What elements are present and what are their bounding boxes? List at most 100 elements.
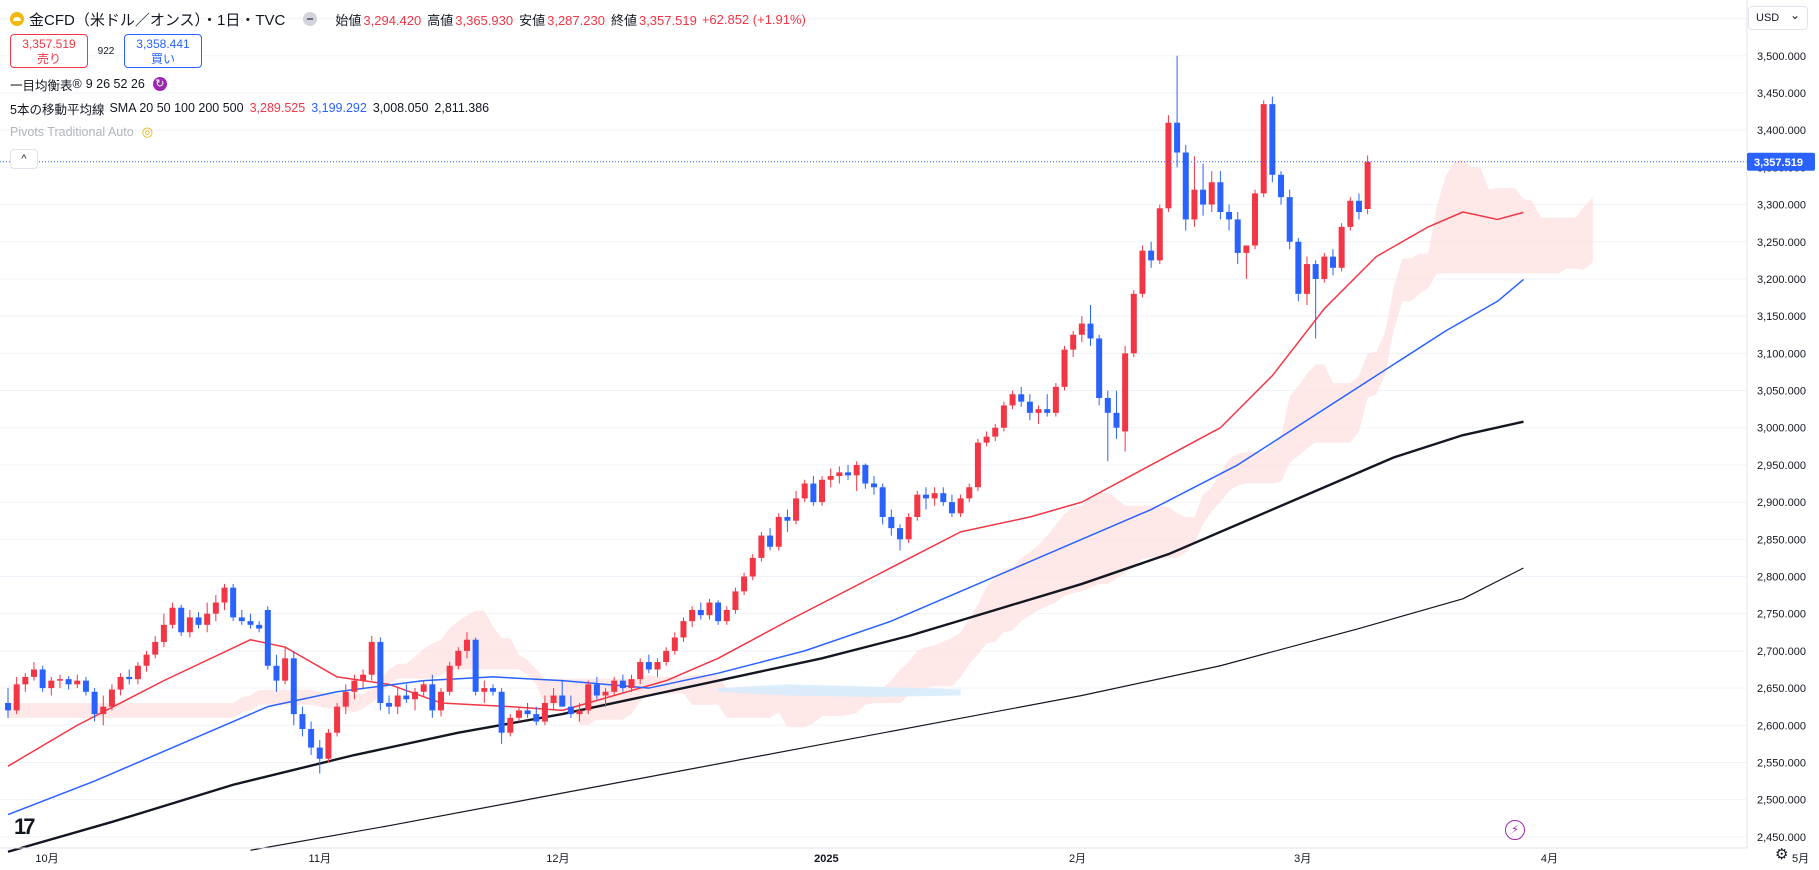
candle-body [1338, 226, 1345, 268]
candle-body [108, 689, 115, 707]
candle-body [524, 710, 531, 715]
candle-body [446, 665, 453, 692]
candle-body [91, 691, 98, 715]
candle-body [238, 617, 245, 622]
candle-body [732, 591, 739, 610]
candle-body [5, 702, 11, 711]
candle-body [974, 442, 981, 488]
candlesticks [5, 55, 1371, 774]
ichimoku-cloud-bearish [718, 684, 961, 697]
currency-selector[interactable]: USD [1748, 4, 1808, 30]
candle-body [827, 476, 834, 480]
price-tick-label: 2,900.000 [1757, 497, 1806, 509]
ichimoku-cloud [8, 159, 1593, 728]
candle-body [637, 662, 644, 680]
last-price-tag-bg [1747, 152, 1815, 171]
candle-body [1104, 397, 1111, 413]
candle-body [498, 691, 505, 733]
candle-body [438, 691, 444, 711]
ma-indicator-row[interactable]: 5本の移動平均線 SMA 20 50 100 200 500 3,289.525… [10, 96, 806, 120]
candle-body [940, 493, 947, 503]
price-tick-label: 3,300.000 [1757, 200, 1806, 212]
candle-body [1000, 405, 1007, 428]
price-tick-label: 3,100.000 [1757, 348, 1806, 360]
candle-body [152, 641, 159, 655]
candle-body [1329, 256, 1336, 268]
candle-body [619, 680, 626, 689]
buy-label: 買い [150, 52, 175, 66]
candle-body [1217, 182, 1224, 212]
candle-body [810, 483, 817, 503]
candle-body [429, 684, 436, 711]
candle-body [212, 602, 219, 614]
candle-body [741, 576, 748, 592]
candle-body [412, 691, 419, 700]
candle-body [463, 639, 470, 651]
candle-body [896, 528, 903, 540]
candle-body [593, 684, 600, 696]
candle-body [403, 695, 410, 700]
last-price-tag-label: 3,357.519 [1754, 157, 1803, 169]
symbol-title[interactable]: 金CFD（米ドル／オンス）・1日・TVC [29, 11, 286, 29]
candle-body [1026, 401, 1033, 413]
ichimoku-params: 9 26 52 26 [85, 77, 145, 91]
time-tick-label: 2025 [814, 853, 838, 865]
price-tick-label: 2,650.000 [1757, 683, 1806, 695]
candle-body [541, 702, 548, 722]
candle-body [576, 710, 583, 715]
chart-legend: 金CFD（米ドル／オンス）・1日・TVC 始値 3,294.420 高値 3,365… [10, 8, 806, 144]
time-tick-label: 3月 [1294, 853, 1311, 865]
candle-body [1035, 409, 1042, 413]
candle-body [1009, 394, 1016, 406]
sell-button[interactable]: 3,357.519 売り [10, 34, 88, 68]
candle-body [533, 714, 540, 722]
candle-body [793, 498, 800, 521]
candle-body [654, 662, 661, 670]
ohlc-close: 終値 3,357.519 [610, 12, 697, 28]
pivots-indicator-row[interactable]: Pivots Traditional Auto ◎ [10, 120, 806, 144]
candle-body [758, 535, 765, 558]
candle-body [1312, 264, 1319, 279]
candle-body [100, 706, 107, 715]
candle-body [1243, 245, 1250, 253]
settings-gear-icon[interactable]: ⚙ [1775, 846, 1789, 863]
candle-body [602, 691, 609, 696]
ohlc-low: 安値 3,287.230 [519, 12, 605, 28]
candle-body [611, 680, 618, 692]
time-tick-label: 12月 [546, 853, 569, 865]
candle-body [671, 637, 678, 651]
candle-body [983, 436, 990, 443]
ohlc-open: 始値 3,294.420 [335, 12, 422, 28]
ichimoku-name: 一目均衡表 [10, 78, 73, 93]
sync-icon[interactable]: ↻ [152, 77, 167, 91]
candle-body [1148, 250, 1155, 261]
ichimoku-indicator-row[interactable]: 一目均衡表 ® 9 26 52 26 ↻ [10, 72, 806, 96]
price-tick-label: 3,150.000 [1757, 311, 1806, 323]
candle-body [1139, 250, 1146, 294]
price-tick-label: 2,750.000 [1757, 609, 1806, 621]
candle-body [264, 609, 271, 666]
more-options-icon[interactable] [303, 12, 318, 26]
candle-body [559, 695, 566, 707]
candle-body [775, 516, 782, 547]
tradingview-logo-icon[interactable]: 17 [14, 814, 36, 839]
candle-body [472, 639, 479, 692]
candle-body [481, 688, 488, 692]
lightning-icon[interactable]: ⚡ [1505, 820, 1525, 840]
candle-body [1113, 412, 1120, 428]
candle-body [1295, 241, 1302, 294]
candle-body [1061, 349, 1068, 387]
candle-body [1286, 197, 1293, 242]
candle-body [169, 607, 176, 625]
candle-body [1278, 174, 1285, 198]
candle-body [377, 641, 384, 703]
candle-body [1052, 386, 1059, 413]
candle-body [689, 609, 696, 622]
time-tick-label: 4月 [1541, 853, 1558, 865]
collapse-legend-button[interactable]: ^ [10, 149, 38, 169]
candle-body [1321, 256, 1328, 279]
buy-button[interactable]: 3,358.441 買い [124, 34, 202, 68]
hidden-eye-icon[interactable]: ◎ [141, 124, 154, 139]
candle-body [22, 676, 29, 685]
candle-body [1044, 409, 1051, 413]
